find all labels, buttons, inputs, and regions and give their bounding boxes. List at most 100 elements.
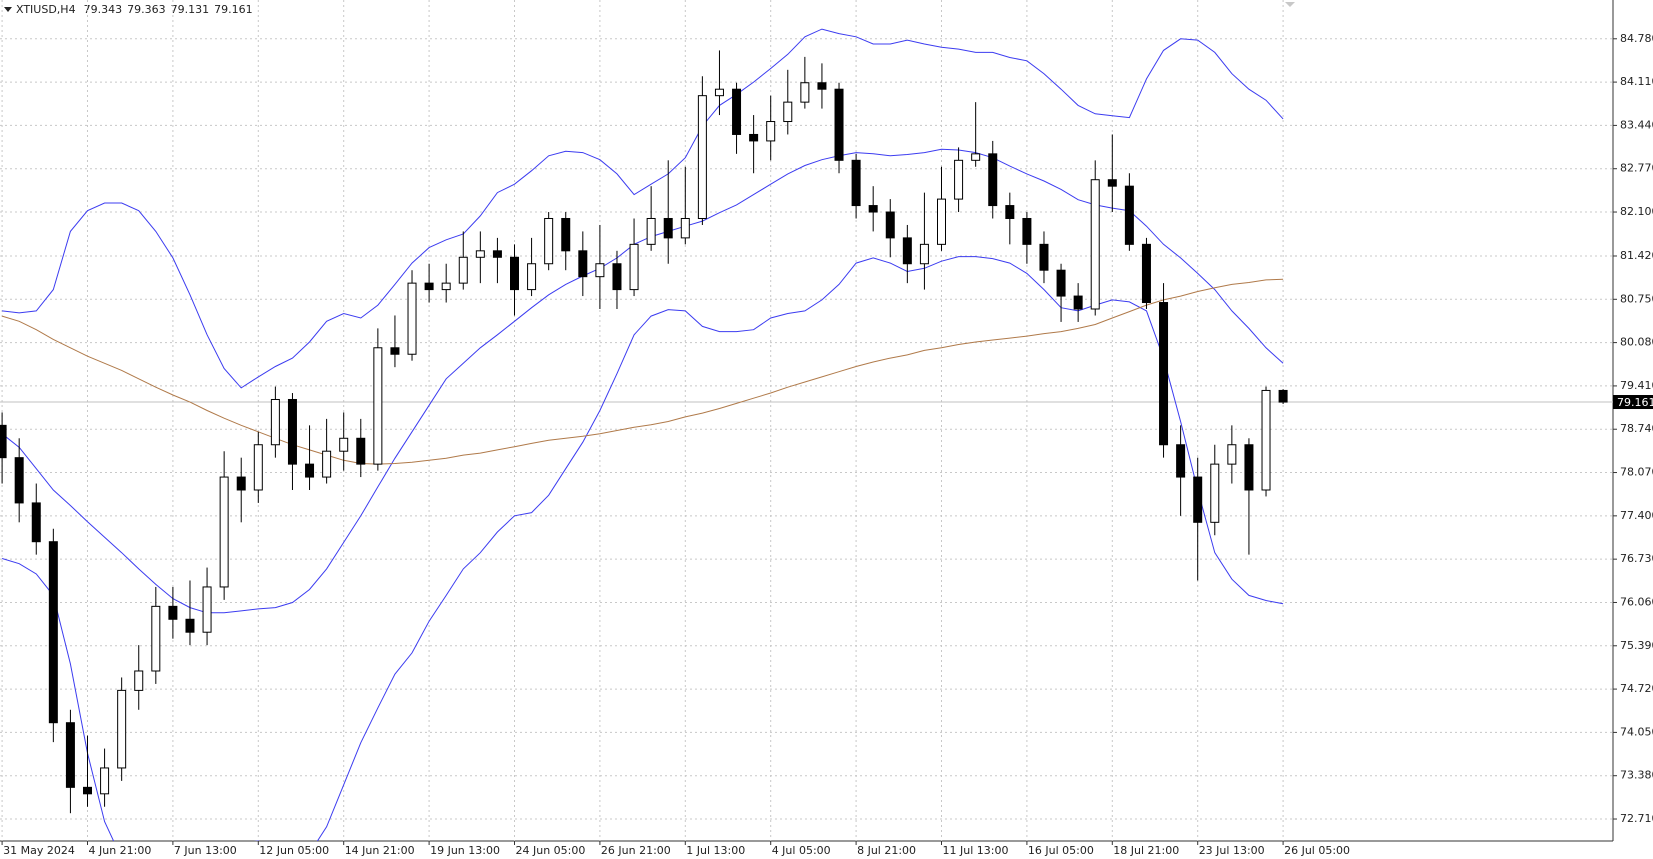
y-tick-label: 84.780 xyxy=(1620,32,1653,45)
last-price-box xyxy=(1613,395,1653,410)
candle-body xyxy=(1056,269,1066,297)
candle-body xyxy=(1022,217,1032,245)
plot-area xyxy=(0,28,1613,841)
candle-body xyxy=(783,101,793,123)
candle-body xyxy=(424,282,434,291)
candle-body xyxy=(253,444,263,491)
y-tick-label: 82.100 xyxy=(1620,205,1653,218)
candle-body xyxy=(954,159,964,200)
y-tick-label: 81.420 xyxy=(1620,249,1653,262)
candle-body xyxy=(937,198,946,245)
indicator-line xyxy=(2,28,1284,389)
candle-body xyxy=(971,153,981,161)
indicator-line xyxy=(1,148,1284,614)
candle-body xyxy=(1227,444,1237,465)
candle-body xyxy=(902,237,912,265)
x-tick-label: 26 Jul 05:00 xyxy=(1284,844,1350,857)
high-value: 79.363 xyxy=(127,3,166,16)
x-tick-label: 14 Jun 21:00 xyxy=(345,844,415,857)
candle-body xyxy=(390,347,400,355)
candle-body xyxy=(510,256,519,291)
candle-body xyxy=(1039,243,1049,271)
x-tick-label: 7 Jun 13:00 xyxy=(174,844,237,857)
candle-body xyxy=(407,282,417,355)
candle-body xyxy=(1090,179,1100,310)
open-value: 79.343 xyxy=(84,3,123,16)
candle-body xyxy=(0,424,7,459)
candle-body xyxy=(373,347,383,465)
candle-body xyxy=(800,82,810,103)
y-tick-label: 75.390 xyxy=(1620,639,1653,652)
x-tick-label: 26 Jun 21:00 xyxy=(601,844,671,857)
indicator-line xyxy=(1,256,1284,841)
candle-body xyxy=(595,263,605,278)
candle-body xyxy=(202,586,212,633)
menu-triangle[interactable] xyxy=(4,7,12,12)
x-tick-label: 8 Jul 21:00 xyxy=(857,844,916,857)
y-tick-label: 77.400 xyxy=(1620,509,1653,522)
candle-body xyxy=(1124,185,1134,245)
candle-body xyxy=(475,250,485,258)
y-tick-label: 80.080 xyxy=(1620,336,1653,349)
candle-body xyxy=(287,398,297,465)
y-tick-label: 78.070 xyxy=(1620,466,1653,479)
candle-body xyxy=(219,476,229,588)
candle-body xyxy=(612,263,622,291)
candle-body xyxy=(578,250,588,278)
y-tick-label: 82.770 xyxy=(1620,162,1653,175)
candle-body xyxy=(168,605,178,620)
candle-body xyxy=(1107,179,1117,187)
candle-body xyxy=(270,398,280,446)
candle-body xyxy=(1210,463,1220,523)
shift-marker xyxy=(1285,2,1295,7)
candle-body xyxy=(663,217,673,239)
symbol: XTIUSD,H4 xyxy=(16,3,76,16)
candle-body xyxy=(458,256,468,284)
candle-body xyxy=(356,437,366,465)
y-tick-label: 72.710 xyxy=(1620,812,1653,825)
x-tick-label: 11 Jul 13:00 xyxy=(943,844,1009,857)
y-tick-label: 74.720 xyxy=(1620,682,1653,695)
candle-body xyxy=(732,88,742,135)
x-tick-label: 19 Jun 13:00 xyxy=(430,844,500,857)
candle-body xyxy=(629,243,639,291)
x-tick-label: 31 May 2024 xyxy=(3,844,75,857)
candle-body xyxy=(749,133,759,142)
x-tick-label: 1 Jul 13:00 xyxy=(686,844,745,857)
candle-body xyxy=(185,618,195,633)
candle-body xyxy=(834,88,844,161)
candle-body xyxy=(1005,205,1015,219)
candle-body xyxy=(65,722,75,788)
x-tick-label: 12 Jun 05:00 xyxy=(259,844,329,857)
candle-body xyxy=(322,450,332,478)
y-tick-label: 76.730 xyxy=(1620,552,1653,565)
candle-body xyxy=(988,153,998,207)
candle-body xyxy=(1073,295,1083,310)
last-price-label: 79.161 xyxy=(1617,396,1653,409)
x-tick-label: 24 Jun 05:00 xyxy=(516,844,586,857)
candle-body xyxy=(646,217,656,245)
x-tick-label: 16 Jul 05:00 xyxy=(1028,844,1094,857)
y-tick-label: 84.110 xyxy=(1620,75,1653,88)
x-tick-label: 4 Jul 05:00 xyxy=(772,844,831,857)
candle-body xyxy=(714,88,724,97)
candle-body xyxy=(83,786,92,795)
candle-body xyxy=(48,541,58,724)
x-tick-label: 18 Jul 21:00 xyxy=(1113,844,1179,857)
candle-body xyxy=(919,243,929,265)
candle-body xyxy=(1193,476,1203,523)
y-tick-label: 80.750 xyxy=(1620,292,1653,305)
candle-body xyxy=(544,217,554,265)
y-tick-label: 79.410 xyxy=(1620,379,1653,392)
candle-body xyxy=(1176,444,1186,478)
candle-body xyxy=(236,476,246,491)
y-tick-label: 78.740 xyxy=(1620,422,1653,435)
candle-body xyxy=(766,121,776,142)
candle-body xyxy=(1278,389,1288,403)
candle-body xyxy=(117,689,127,769)
candle-body xyxy=(31,502,41,543)
candle-body xyxy=(868,205,878,213)
candle-body xyxy=(1261,389,1271,491)
candle-body xyxy=(697,95,707,219)
